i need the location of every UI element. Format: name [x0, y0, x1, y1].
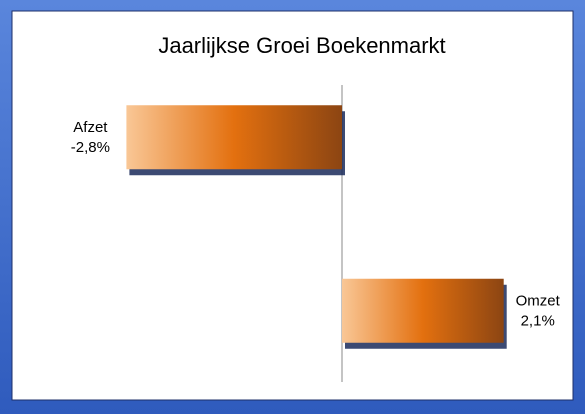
- value-label: -2,8%: [71, 139, 110, 156]
- bar: [126, 105, 343, 170]
- bar: [342, 278, 504, 343]
- value-label: 2,1%: [521, 313, 555, 330]
- chart-title: Jaarlijkse Groei Boekenmarkt: [158, 33, 445, 58]
- category-label: Omzet: [516, 293, 561, 310]
- category-label: Afzet: [73, 119, 108, 136]
